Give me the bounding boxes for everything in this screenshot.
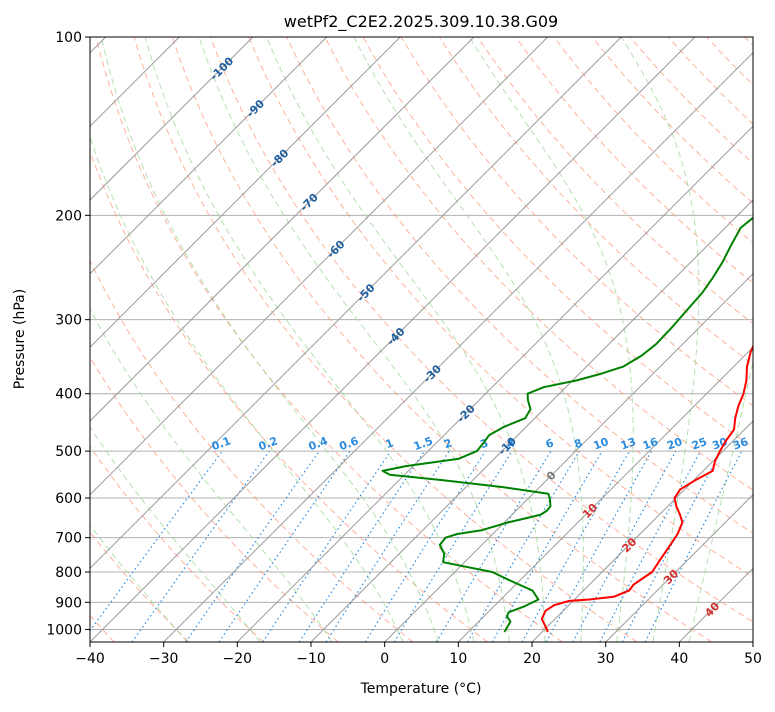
x-tick-label: 10 — [449, 651, 467, 667]
x-tick-label: −20 — [223, 651, 253, 667]
y-tick-label: 200 — [55, 208, 82, 224]
y-tick-label: 900 — [55, 595, 82, 611]
x-tick-label: 50 — [744, 651, 762, 667]
y-tick-label: 1000 — [46, 622, 82, 638]
y-axis-label: Pressure (hPa) — [12, 289, 28, 389]
y-tick-label: 100 — [55, 30, 82, 46]
y-tick-label: 500 — [55, 444, 82, 460]
y-tick-label: 400 — [55, 387, 82, 403]
chart-title: wetPf2_C2E2.2025.309.10.38.G09 — [284, 12, 558, 32]
x-tick-label: 30 — [597, 651, 615, 667]
y-tick-label: 300 — [55, 313, 82, 329]
y-tick-label: 800 — [55, 565, 82, 581]
x-tick-label: 0 — [380, 651, 389, 667]
y-tick-label: 600 — [55, 491, 82, 507]
x-tick-label: 40 — [670, 651, 688, 667]
y-tick-label: 700 — [55, 531, 82, 547]
x-tick-label: 20 — [523, 651, 541, 667]
x-tick-label: −40 — [75, 651, 105, 667]
x-axis-label: Temperature (°C) — [360, 681, 482, 697]
x-tick-label: −10 — [296, 651, 326, 667]
x-tick-label: −30 — [149, 651, 179, 667]
